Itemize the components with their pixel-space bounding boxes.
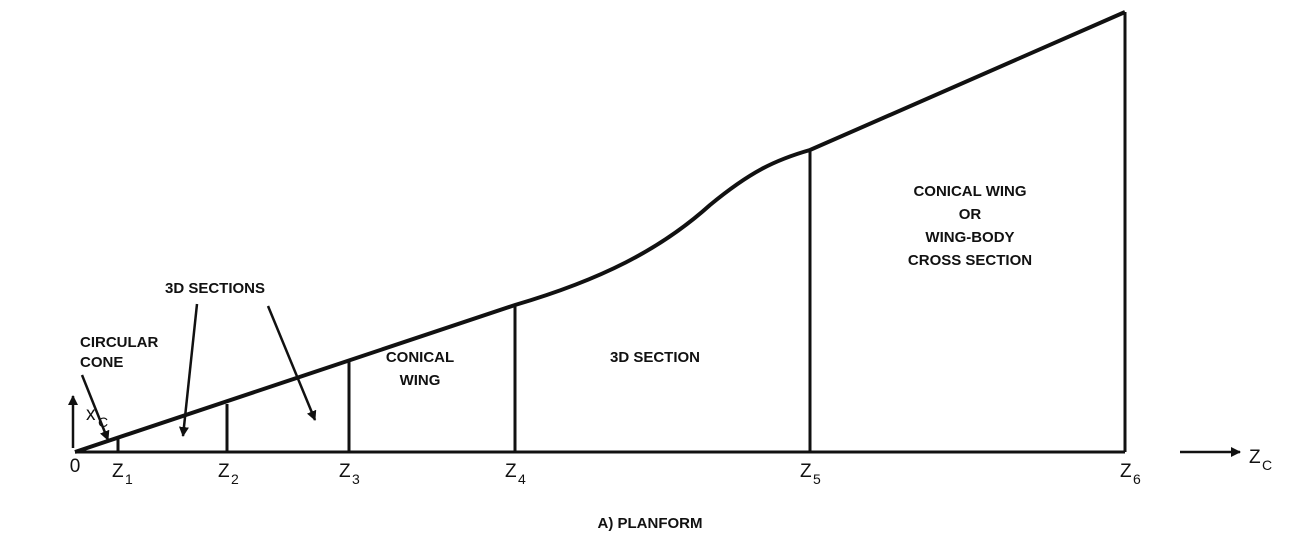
region-label: WING — [400, 372, 441, 389]
station-subscript: 2 — [231, 471, 239, 487]
region-label: 3D SECTION — [610, 349, 700, 366]
region-label: OR — [959, 206, 982, 223]
station-name: Z — [1120, 461, 1132, 482]
region-label: CONE — [80, 354, 123, 371]
region-label: WING-BODY — [925, 229, 1014, 246]
leading-edge — [74, 10, 1126, 454]
station-subscript: 6 — [1133, 471, 1141, 487]
region-label: CONICAL WING — [913, 183, 1026, 200]
pointer-arrow — [80, 374, 110, 441]
origin-label: 0 — [70, 456, 81, 477]
station-name: Z — [339, 461, 351, 482]
x-axis-name: X — [86, 404, 96, 425]
station-subscript: 3 — [352, 471, 360, 487]
region-label: CROSS SECTION — [908, 252, 1032, 269]
planform — [68, 10, 1241, 457]
region-label: CONICAL — [386, 349, 454, 366]
region-label: 3D SECTIONS — [165, 280, 265, 297]
station-name: Z — [800, 461, 812, 482]
x-axis-subscript: C — [98, 414, 108, 430]
z-axis-subscript: C — [1262, 457, 1272, 473]
station-subscript: 4 — [518, 471, 526, 487]
region-label: CIRCULAR — [80, 334, 158, 351]
station-name: Z — [218, 461, 230, 482]
station-subscript: 5 — [813, 471, 821, 487]
station-subscript: 1 — [125, 471, 133, 487]
station-name: Z — [505, 461, 517, 482]
caption: A) PLANFORM — [598, 515, 703, 532]
z-axis-name: Z — [1249, 447, 1261, 468]
pointer-arrow — [266, 305, 317, 421]
station-name: Z — [112, 461, 124, 482]
pointer-arrow — [178, 303, 199, 437]
